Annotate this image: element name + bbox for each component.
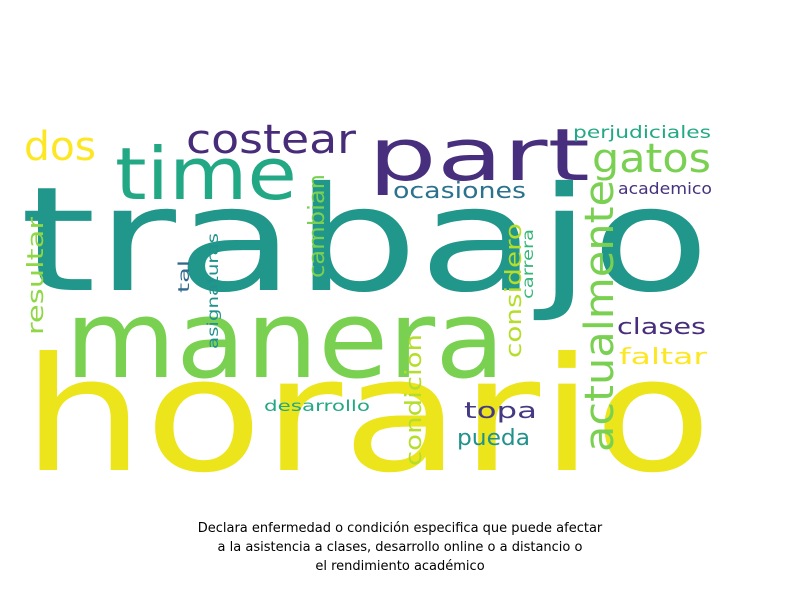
word-part: part	[368, 113, 590, 197]
word-manera: manera	[65, 278, 505, 403]
word-clases: clases	[617, 315, 706, 340]
word-desarrollo: desarrollo	[264, 397, 370, 415]
caption-line-2: a la asistencia a clases, desarrollo onl…	[217, 540, 583, 555]
word-gatos: gatos	[592, 136, 711, 182]
word-carrera: carrera	[519, 229, 537, 299]
word-considero: considero	[502, 223, 527, 358]
word-academico: academico	[618, 179, 712, 198]
word-asignaturas: asignaturas	[204, 233, 222, 349]
word-tal: tal	[175, 260, 193, 293]
word-dos: dos	[24, 124, 96, 170]
word-costear: costear	[186, 117, 357, 163]
caption-line-3: el rendimiento académico	[315, 559, 485, 574]
word-condicion: condicion	[402, 334, 427, 466]
word-topa: topa	[464, 399, 537, 424]
word-pueda: pueda	[457, 426, 530, 451]
word-faltar: faltar	[619, 345, 708, 370]
caption-line-1: Declara enfermedad o condición especific…	[197, 521, 603, 536]
word-ocasiones: ocasiones	[393, 179, 526, 204]
word-trabajo: trabajo	[20, 156, 710, 325]
word-horario: horario	[22, 324, 712, 508]
word-resultar: resultar	[24, 216, 49, 335]
word-cambian: cambian	[305, 174, 330, 278]
word-perjudiciales: perjudiciales	[573, 123, 711, 143]
word-time: time	[115, 132, 297, 216]
figure-caption: Declara enfermedad o condición especific…	[150, 519, 650, 576]
word-actualmente: actualmente	[577, 180, 623, 452]
